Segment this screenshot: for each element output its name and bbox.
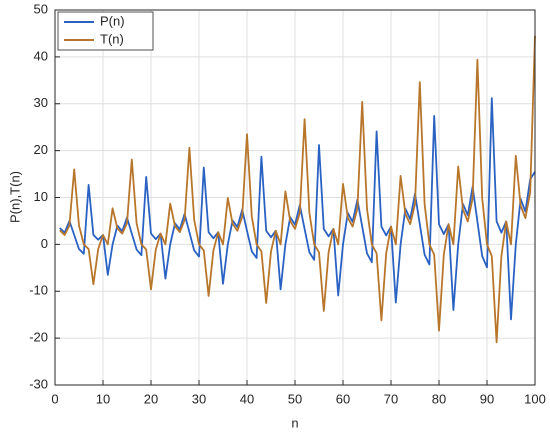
y-tick-label: 10 bbox=[34, 189, 48, 204]
x-tick-label: 90 bbox=[480, 391, 494, 406]
y-tick-label: 20 bbox=[34, 142, 48, 157]
data-line bbox=[59, 35, 536, 344]
y-tick-label: 30 bbox=[34, 95, 48, 110]
y-tick-label: 50 bbox=[34, 1, 48, 16]
x-tick-label: 40 bbox=[240, 391, 254, 406]
x-tick-label: 70 bbox=[384, 391, 398, 406]
legend-box bbox=[57, 11, 154, 51]
x-tick-label: 80 bbox=[432, 391, 446, 406]
y-tick-label: 40 bbox=[34, 48, 48, 63]
x-tick-label: 30 bbox=[192, 391, 206, 406]
y-tick-label: -30 bbox=[29, 376, 48, 391]
legend: P(n) T(n) bbox=[57, 11, 154, 51]
x-tick-label: 20 bbox=[144, 391, 158, 406]
x-tick-label: 0 bbox=[51, 391, 58, 406]
x-tick-label: 10 bbox=[96, 391, 110, 406]
data-line bbox=[59, 97, 536, 321]
axes-box bbox=[54, 9, 536, 386]
y-tick-label: -10 bbox=[29, 283, 48, 298]
y-axis-label: P(n),T(n) bbox=[7, 171, 22, 223]
legend-label: T(n) bbox=[100, 31, 124, 46]
y-tick-label: -20 bbox=[29, 330, 48, 345]
legend-label: P(n) bbox=[100, 13, 125, 28]
x-tick-label: 100 bbox=[524, 391, 546, 406]
y-tick-label: 0 bbox=[41, 236, 48, 251]
x-axis-label: n bbox=[291, 415, 298, 430]
x-tick-label: 50 bbox=[288, 391, 302, 406]
x-tick-label: 60 bbox=[336, 391, 350, 406]
